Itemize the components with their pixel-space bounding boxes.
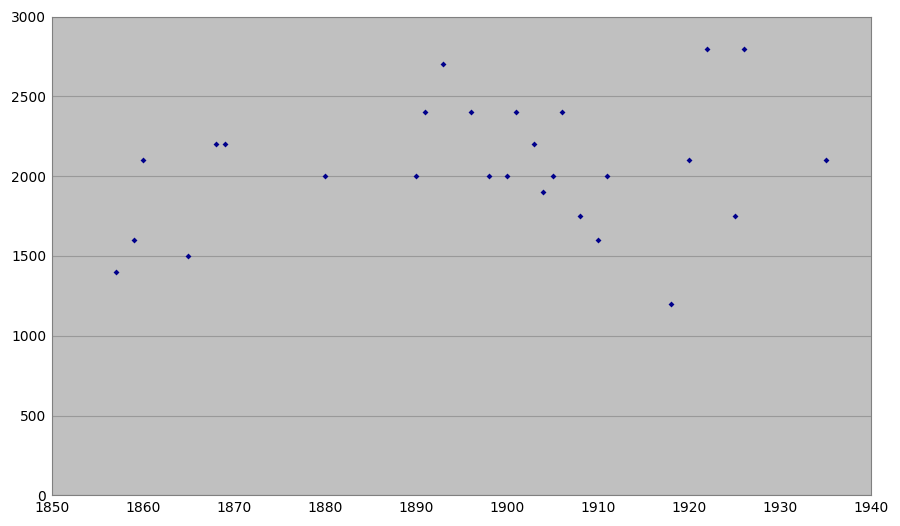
Point <box>545 172 560 180</box>
Point <box>482 172 496 180</box>
Point <box>127 236 141 244</box>
Point <box>572 212 587 220</box>
Point <box>500 172 514 180</box>
Point <box>818 156 832 165</box>
Point <box>736 44 751 53</box>
Point <box>663 300 678 308</box>
Point <box>409 172 423 180</box>
Point <box>209 140 223 148</box>
Point <box>464 108 478 117</box>
Point <box>591 236 606 244</box>
Point <box>700 44 715 53</box>
Point <box>318 172 332 180</box>
Point <box>527 140 542 148</box>
Point <box>436 60 451 69</box>
Point <box>682 156 697 165</box>
Point <box>108 268 122 276</box>
Point <box>554 108 569 117</box>
Point <box>536 188 551 196</box>
Point <box>509 108 524 117</box>
Point <box>600 172 615 180</box>
Point <box>727 212 742 220</box>
Point <box>181 252 195 260</box>
Point <box>418 108 432 117</box>
Point <box>136 156 150 165</box>
Point <box>218 140 232 148</box>
